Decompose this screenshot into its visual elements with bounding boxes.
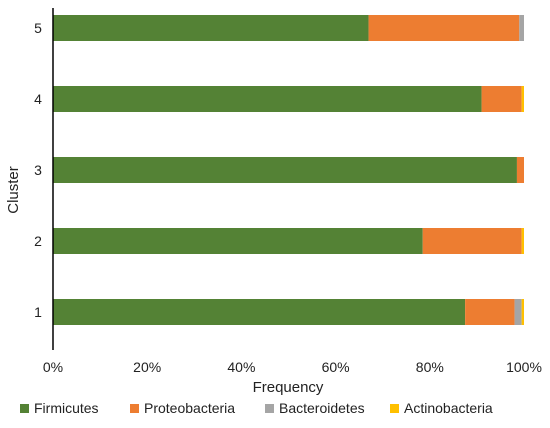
y-tick-label: 5 xyxy=(34,20,42,36)
legend-swatch-firmicutes xyxy=(20,404,29,413)
legend-label-bacteroidetes: Bacteroidetes xyxy=(279,400,365,416)
x-axis-title: Frequency xyxy=(253,379,324,396)
bar-cluster-2-actinobacteria xyxy=(521,228,524,254)
x-tick-label: 100% xyxy=(506,359,542,375)
bar-cluster-4-proteobacteria xyxy=(481,86,522,112)
legend-swatch-actinobacteria xyxy=(390,404,399,413)
bar-cluster-1-proteobacteria xyxy=(465,299,515,325)
legend-label-firmicutes: Firmicutes xyxy=(34,400,99,416)
y-tick-label: 1 xyxy=(34,304,42,320)
legend-swatch-bacteroidetes xyxy=(265,404,274,413)
bar-cluster-3-proteobacteria xyxy=(516,157,524,183)
legend-label-proteobacteria: Proteobacteria xyxy=(144,400,235,416)
bar-cluster-5-bacteroidetes xyxy=(519,15,524,41)
y-axis-title: Cluster xyxy=(5,166,22,214)
bar-cluster-5-firmicutes xyxy=(53,15,369,41)
bar-cluster-1-firmicutes xyxy=(53,299,466,325)
bar-cluster-2-firmicutes xyxy=(53,228,423,254)
legend-label-actinobacteria: Actinobacteria xyxy=(404,400,493,416)
y-tick-label: 2 xyxy=(34,233,42,249)
x-tick-label: 80% xyxy=(416,359,444,375)
legend-swatch-proteobacteria xyxy=(130,404,139,413)
bar-cluster-4-actinobacteria xyxy=(521,86,524,112)
bar-cluster-1-actinobacteria xyxy=(521,299,524,325)
x-tick-labels: 0% 20% 40% 60% 80% 100% xyxy=(43,359,542,375)
y-tick-label: 3 xyxy=(34,162,42,178)
bar-cluster-2-proteobacteria xyxy=(422,228,522,254)
legend: Firmicutes Proteobacteria Bacteroidetes Act… xyxy=(20,400,493,416)
bar-cluster-4-firmicutes xyxy=(53,86,482,112)
x-tick-label: 20% xyxy=(133,359,161,375)
bars-group xyxy=(53,15,524,325)
x-tick-label: 0% xyxy=(43,359,63,375)
bar-cluster-1-bacteroidetes xyxy=(514,299,522,325)
x-tick-label: 40% xyxy=(227,359,255,375)
y-tick-label: 4 xyxy=(34,91,42,107)
bar-cluster-3-firmicutes xyxy=(53,157,517,183)
y-tick-labels: 1 2 3 4 5 xyxy=(34,20,42,320)
x-tick-label: 60% xyxy=(322,359,350,375)
bar-cluster-5-proteobacteria xyxy=(368,15,520,41)
